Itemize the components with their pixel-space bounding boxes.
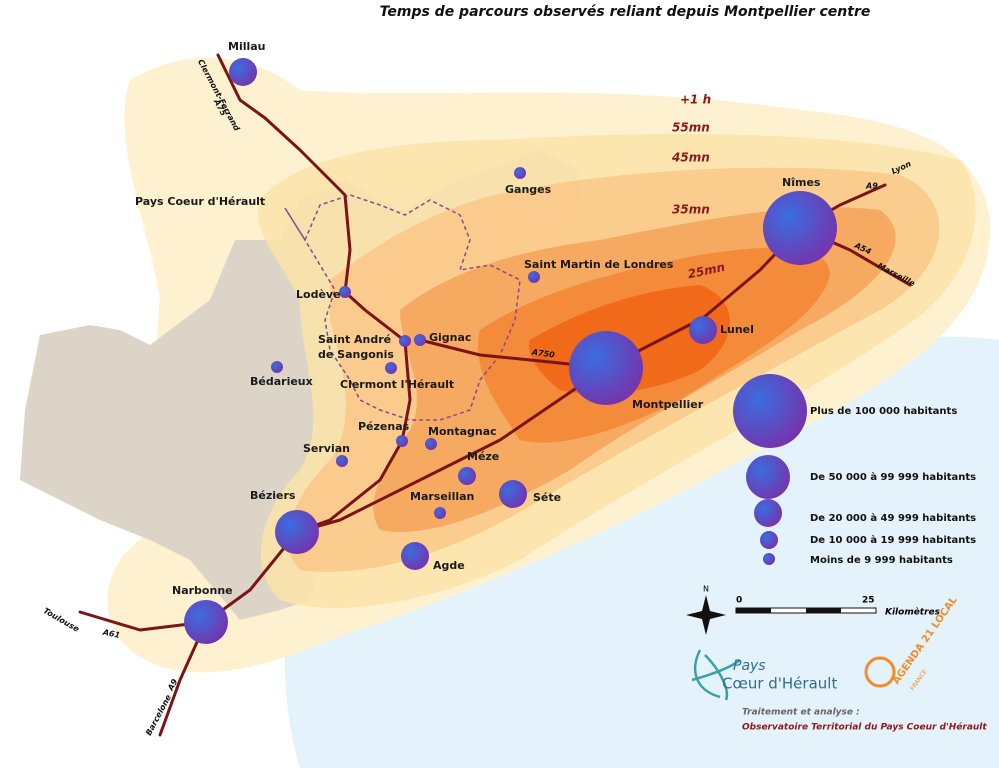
city-label: Gignac (429, 331, 471, 344)
city-label: Lunel (720, 323, 754, 336)
logo-mark (864, 656, 896, 688)
city-label: Servian (303, 442, 350, 455)
city-label: Bédarieux (250, 375, 313, 388)
city-label: Séte (533, 491, 561, 504)
city-label: Millau (228, 40, 266, 53)
legend: Plus de 100 000 habitants De 50 000 à 99… (733, 374, 976, 566)
city-label: Pézenas (358, 420, 410, 433)
city-marker (399, 335, 411, 347)
legend-label: Moins de 9 999 habitants (810, 555, 953, 566)
city-label: Narbonne (172, 584, 233, 597)
road-label: A750 (530, 347, 555, 359)
city-marker (528, 271, 540, 283)
logo-mark (691, 649, 741, 701)
legend-label: Plus de 100 000 habitants (810, 406, 957, 417)
city-marker (514, 167, 526, 179)
scale-segment (806, 608, 841, 613)
credits: Observatoire Territorial du Pays Coeur d… (742, 722, 987, 733)
city-marker (396, 435, 408, 447)
cities (184, 58, 837, 644)
city-label: Saint André (318, 333, 391, 346)
city-label: Montagnac (428, 425, 497, 438)
city-label: Marseillan (410, 490, 474, 503)
legend-marker (754, 499, 782, 527)
legend-label: De 20 000 à 49 999 habitants (810, 512, 976, 524)
compass (686, 595, 726, 635)
city-marker (499, 480, 527, 508)
city-marker (414, 334, 426, 346)
logo-text: Pays (733, 658, 766, 674)
isochrone-label: 45mn (671, 151, 710, 165)
city-label: Béziers (250, 489, 296, 502)
scale-bar: 0 25 Kilomètres (735, 596, 941, 618)
city-label: de Sangonis (318, 348, 394, 361)
legend-marker (746, 455, 790, 499)
logo-pays: Pays Cœur d'Hérault (691, 649, 837, 701)
city-marker (689, 316, 717, 344)
city-label: Méze (467, 450, 499, 463)
city-label: Agde (433, 559, 465, 572)
city-label: Saint Martin de Londres (524, 258, 674, 271)
isochrone-label: 55mn (672, 121, 710, 135)
scale-segment (736, 608, 771, 613)
city-label: Ganges (505, 183, 552, 196)
road-label: A61 (101, 627, 121, 640)
city-marker (339, 286, 351, 298)
legend-marker (733, 374, 807, 448)
city-marker (184, 600, 228, 644)
logo-text: Cœur d'Hérault (722, 675, 837, 693)
city-marker (385, 362, 397, 374)
city-marker (336, 455, 348, 467)
city-marker (763, 191, 837, 265)
title: Temps de parcours observés reliant depui… (380, 4, 871, 20)
pays-coeur-herault-border (304, 194, 521, 421)
city-label: Nîmes (782, 176, 821, 189)
city-marker (434, 507, 446, 519)
north-label: N (703, 585, 709, 594)
road-a75 (158, 53, 412, 737)
legend-marker (763, 553, 775, 565)
legend-marker (760, 531, 778, 549)
road-a61 (78, 610, 208, 632)
road-label: A9 (865, 182, 878, 191)
legend-label: De 10 000 à 19 999 habitants (810, 534, 976, 546)
city-marker (401, 542, 429, 570)
city-label: Clermont l'Hérault (340, 378, 454, 391)
scale-label: 0 (736, 596, 742, 606)
city-marker (229, 58, 257, 86)
isochrone-label: 35mn (672, 203, 710, 217)
legend-label: De 50 000 à 99 999 habitants (810, 471, 976, 483)
road-label: Toulouse (42, 606, 81, 634)
credits: Traitement et analyse : (742, 708, 860, 718)
north-arrow: N (686, 585, 726, 635)
isochrone-label: +1 h (680, 93, 711, 107)
city-marker (425, 438, 437, 450)
city-label: Montpellier (632, 398, 704, 411)
scale-label: 25 (862, 596, 875, 606)
scale-unit: Kilomètres (885, 607, 941, 618)
city-marker (275, 510, 319, 554)
city-marker (569, 331, 643, 405)
city-marker (271, 361, 283, 373)
region-label: Pays Coeur d'Hérault (135, 195, 265, 208)
city-marker (458, 467, 476, 485)
region-pointer (284, 207, 306, 241)
sea (284, 336, 999, 768)
road-label: Barcelone (144, 693, 173, 737)
city-label: Lodève (296, 288, 341, 301)
